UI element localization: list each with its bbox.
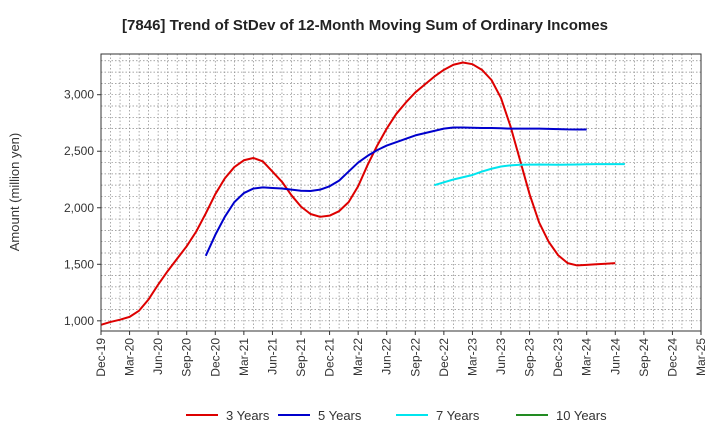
series-line-3-years xyxy=(100,61,616,326)
chart-title: [7846] Trend of StDev of 12-Month Moving… xyxy=(122,17,608,34)
x-tick-label: Sep-24 xyxy=(637,338,651,377)
x-tick-label: Sep-20 xyxy=(180,338,194,377)
x-tick-label: Sep-23 xyxy=(523,338,537,377)
series-lines xyxy=(100,61,625,326)
x-tick-label: Mar-22 xyxy=(351,338,365,376)
legend: 3 Years 5 Years 7 Years 10 Years xyxy=(186,408,607,423)
y-tick-label: 1,500 xyxy=(64,257,94,271)
x-tick-label: Jun-22 xyxy=(380,338,394,375)
x-tick-label: Jun-24 xyxy=(608,338,622,375)
plot-frame xyxy=(100,53,702,332)
legend-label-3-years: 3 Years xyxy=(226,408,270,423)
x-tick-label: Dec-22 xyxy=(437,338,451,377)
legend-label-10-years: 10 Years xyxy=(556,408,607,423)
x-tick-label: Mar-25 xyxy=(694,338,708,376)
x-tick-label: Jun-21 xyxy=(265,338,279,375)
y-tick-label: 1,000 xyxy=(64,314,94,328)
series-line-7-years xyxy=(434,163,625,187)
x-tick-label: Mar-21 xyxy=(237,338,251,376)
legend-label-7-years: 7 Years xyxy=(436,408,480,423)
x-axis-ticks: Dec-19 Mar-20 Jun-20 Sep-20 Dec-20 Mar-21 Jun-… xyxy=(94,331,708,377)
series-line-5-years xyxy=(204,126,587,257)
y-tick-label: 3,000 xyxy=(64,88,94,102)
x-tick-label: Dec-19 xyxy=(94,338,108,377)
x-tick-label: Dec-21 xyxy=(323,338,337,377)
y-axis-label: Amount (million yen) xyxy=(7,133,22,252)
y-tick-label: 2,500 xyxy=(64,144,94,158)
x-tick-label: Mar-24 xyxy=(580,338,594,376)
y-axis-ticks: 1,000 1,500 2,000 2,500 3,000 xyxy=(64,88,101,328)
y-tick-label: 2,000 xyxy=(64,201,94,215)
x-tick-label: Dec-24 xyxy=(665,338,679,377)
x-tick-label: Sep-22 xyxy=(408,338,422,377)
x-tick-label: Sep-21 xyxy=(294,338,308,377)
grid xyxy=(100,54,702,331)
x-tick-label: Mar-20 xyxy=(123,338,137,376)
x-tick-label: Dec-23 xyxy=(551,338,565,377)
legend-label-5-years: 5 Years xyxy=(318,408,362,423)
x-tick-label: Mar-23 xyxy=(465,338,479,376)
x-tick-label: Jun-20 xyxy=(151,338,165,375)
x-tick-label: Dec-20 xyxy=(208,338,222,377)
x-tick-label: Jun-23 xyxy=(494,338,508,375)
